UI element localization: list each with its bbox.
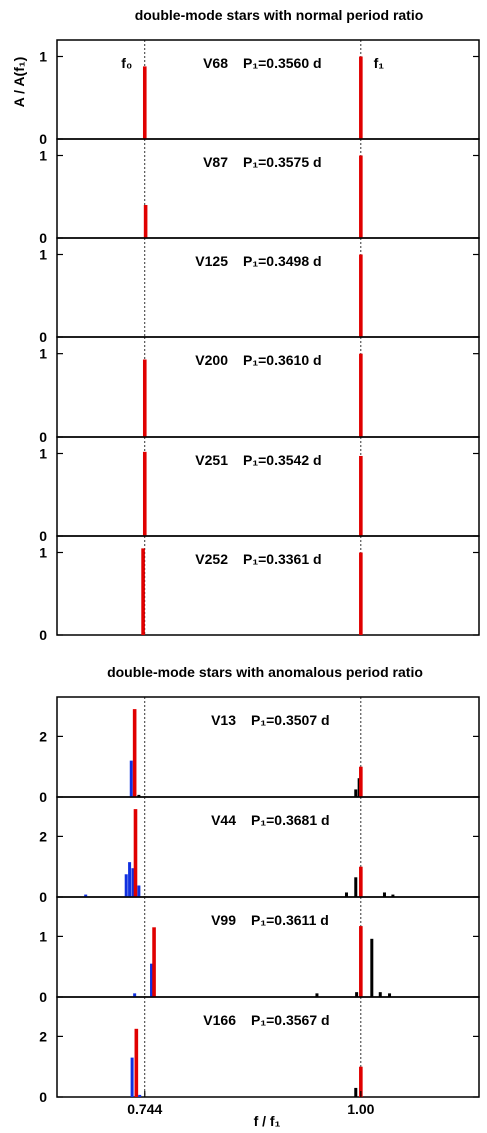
panel-frame <box>56 535 480 636</box>
bar-v99 <box>133 993 137 997</box>
bar-v166 <box>138 1094 142 1097</box>
bar-v13 <box>359 766 363 797</box>
bar-v13 <box>137 794 141 797</box>
bar-v99 <box>150 963 154 997</box>
y-tick-label: 0 <box>39 230 47 246</box>
star-name: V87 <box>203 154 228 170</box>
star-name: V166 <box>203 1012 236 1028</box>
star-name: V252 <box>195 551 228 567</box>
bar-v44 <box>124 874 128 897</box>
panels-layer: 01 V68 P₁=0.3560 d01 V87 P₁=0.3575 d01 V125 P₁… <box>39 39 480 1117</box>
bar-v13 <box>132 709 137 797</box>
star-name: V125 <box>195 253 228 269</box>
bar-v13 <box>129 760 133 797</box>
bar-v68 <box>142 66 147 139</box>
period-label: P₁=0.3361 d <box>243 551 322 567</box>
bar-v200 <box>359 353 363 437</box>
y-tick-label: 1 <box>39 545 47 561</box>
y-tick-label: 0 <box>39 429 47 445</box>
bar-v166 <box>130 1057 134 1097</box>
period-label: P₁=0.3681 d <box>251 812 330 828</box>
bar-v44 <box>354 877 358 897</box>
star-name: V99 <box>211 912 236 928</box>
bar-v44 <box>137 885 141 897</box>
bar-v251 <box>142 451 147 536</box>
period-label: P₁=0.3498 d <box>243 253 322 269</box>
peak-label: f₀ <box>121 55 132 71</box>
bar-v252 <box>359 552 363 635</box>
bar-v44 <box>382 892 386 897</box>
period-label: P₁=0.3560 d <box>243 55 322 71</box>
star-name: V200 <box>195 352 228 368</box>
star-name: V44 <box>211 812 236 828</box>
panel-frame <box>56 996 480 1098</box>
x-tick-label: 0.744 <box>127 1101 162 1117</box>
bar-v44 <box>359 866 363 897</box>
y-tick-label: 0 <box>39 989 47 1005</box>
bar-v44 <box>391 894 395 897</box>
bar-v44 <box>344 892 348 897</box>
y-tick-label: 1 <box>39 346 47 362</box>
y-tick-label: 2 <box>39 728 47 744</box>
y-tick-label: 0 <box>39 1089 47 1105</box>
star-name: V13 <box>211 712 236 728</box>
bar-v166 <box>359 1066 363 1097</box>
bar-v99 <box>355 992 359 997</box>
bar-v200 <box>142 359 147 437</box>
y-tick-label: 0 <box>39 889 47 905</box>
bar-v99 <box>152 927 156 997</box>
y-tick-label: 0 <box>39 528 47 544</box>
bottom-group-title: double-mode stars with anomalous period … <box>107 664 423 680</box>
bar-v44 <box>84 894 88 897</box>
y-tick-label: 0 <box>39 627 47 643</box>
bar-v251 <box>359 455 363 536</box>
period-label: P₁=0.3567 d <box>251 1012 330 1028</box>
period-label: P₁=0.3611 d <box>251 912 329 928</box>
period-label: P₁=0.3507 d <box>251 712 330 728</box>
x-axis-label: f / f₁ <box>254 1113 281 1129</box>
bar-v44 <box>133 809 138 897</box>
x-tick-label: 1.00 <box>347 1101 374 1117</box>
bar-v99 <box>359 926 363 997</box>
top-group-title: double-mode stars with normal period rat… <box>135 7 424 23</box>
y-axis-label: A / A(f₁) <box>11 57 27 108</box>
bar-v125 <box>359 254 363 337</box>
y-tick-label: 2 <box>39 828 47 844</box>
period-label: P₁=0.3542 d <box>243 452 322 468</box>
period-label: P₁=0.3575 d <box>243 154 322 170</box>
bar-v166 <box>354 1087 358 1097</box>
star-name: V251 <box>195 452 228 468</box>
y-tick-label: 2 <box>39 1028 47 1044</box>
y-tick-label: 1 <box>39 446 47 462</box>
bar-v99 <box>378 992 382 997</box>
bar-v44 <box>128 862 132 897</box>
bar-v99 <box>370 938 374 997</box>
bar-v252 <box>141 548 145 635</box>
y-tick-label: 0 <box>39 789 47 805</box>
bar-v44 <box>131 868 135 897</box>
peak-label: f₁ <box>374 55 385 71</box>
y-tick-label: 0 <box>39 329 47 345</box>
y-tick-label: 1 <box>39 928 47 944</box>
period-label: P₁=0.3610 d <box>243 352 322 368</box>
bar-v99 <box>315 993 319 997</box>
y-tick-label: 1 <box>39 49 47 65</box>
bar-v99 <box>388 993 392 997</box>
y-tick-label: 1 <box>39 148 47 164</box>
bar-v87 <box>143 205 148 238</box>
bar-v13 <box>354 789 358 797</box>
star-name: V68 <box>203 55 228 71</box>
bar-v87 <box>359 155 363 238</box>
bar-v166 <box>134 1028 139 1097</box>
bar-v68 <box>359 56 363 139</box>
y-tick-label: 0 <box>39 131 47 147</box>
y-tick-label: 1 <box>39 247 47 263</box>
